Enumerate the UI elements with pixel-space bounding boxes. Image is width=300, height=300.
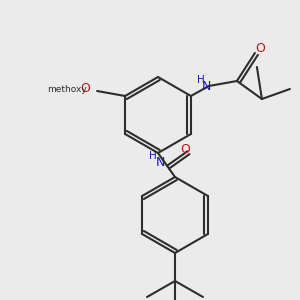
Text: N: N (155, 156, 165, 169)
Text: methoxy: methoxy (47, 85, 87, 94)
Text: H: H (149, 151, 157, 161)
Text: O: O (80, 82, 90, 95)
Text: H: H (197, 75, 205, 85)
Text: O: O (181, 142, 190, 156)
Text: O: O (255, 43, 265, 56)
Text: N: N (202, 80, 212, 94)
